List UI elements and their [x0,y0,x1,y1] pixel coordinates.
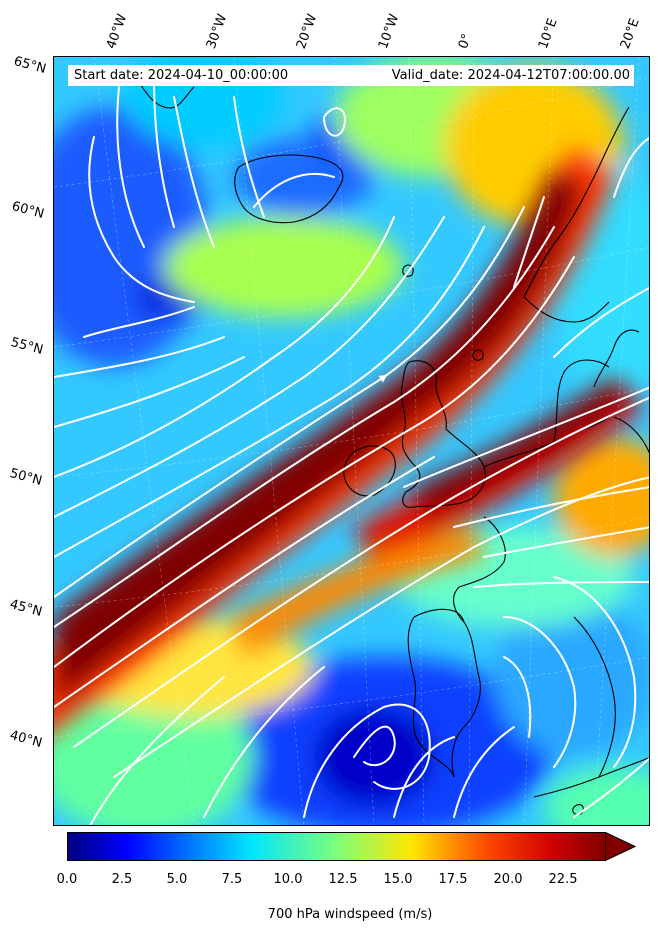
colorbar-tick: 7.5 [221,872,243,887]
wind-field-svg [54,57,649,825]
colorbar-tick: 10.0 [273,872,303,887]
date-info-bar: Start date: 2024-04-10_00:00:00 Valid_da… [68,65,634,86]
colorbar-tick: 22.5 [548,872,578,887]
lon-label-40w: 40°W [103,12,131,51]
colorbar [67,832,637,862]
colorbar-tick: 2.5 [111,872,133,887]
valid-date-label: Valid_date: 2024-04-12T07:00:00.00 [391,68,630,83]
lon-label-20w: 20°W [293,12,321,51]
colorbar-tick: 15.0 [383,872,413,887]
lon-label-10e: 10°E [535,16,561,51]
lon-label-0: 0° [455,31,476,51]
lat-label-45n: 45°N [8,597,44,620]
colorbar-tick: 17.5 [438,872,468,887]
colorbar-extend-arrow [605,832,637,862]
lat-label-65n: 65°N [12,54,48,77]
streamlines [54,76,649,825]
colorbar-tick: 20.0 [493,872,523,887]
lat-label-40n: 40°N [8,728,44,751]
colorbar-tick: 0.0 [56,872,78,887]
lat-label-60n: 60°N [10,199,46,222]
colorbar-gradient [67,832,606,861]
lon-label-30w: 30°W [203,12,231,51]
colorbar-tick: 5.0 [166,872,188,887]
colorbar-tick: 12.5 [328,872,358,887]
wind-map: Start date: 2024-04-10_00:00:00 Valid_da… [53,56,650,826]
graticule [54,57,649,825]
lon-label-10w: 10°W [375,12,403,51]
lon-label-20e: 20°E [617,16,643,51]
start-date-label: Start date: 2024-04-10_00:00:00 [74,68,289,83]
coastlines [133,76,649,815]
colorbar-title: 700 hPa windspeed (m/s) [267,907,433,922]
lat-label-50n: 50°N [8,466,44,489]
lat-label-55n: 55°N [9,335,45,358]
windspeed-field [54,57,649,825]
